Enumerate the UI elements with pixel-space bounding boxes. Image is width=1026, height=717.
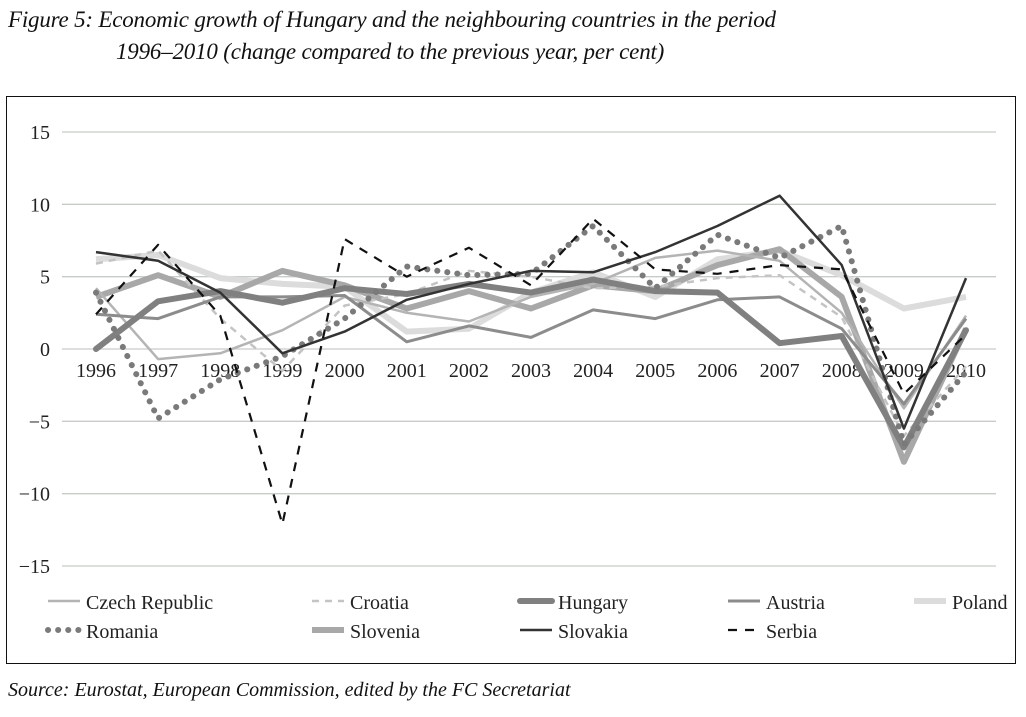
- legend-label: Romania: [86, 621, 158, 643]
- series-line-slovakia: [95, 194, 968, 430]
- gridlines: [62, 131, 996, 567]
- x-tick-label: 2006: [697, 360, 737, 382]
- x-tick-label: 2008: [822, 360, 862, 382]
- y-tick-label: −15: [19, 556, 50, 578]
- series-lines: [93, 194, 969, 526]
- legend-label: Hungary: [558, 592, 628, 614]
- legend-label: Serbia: [766, 621, 817, 643]
- series-line-slovenia: [95, 246, 969, 465]
- legend-label: Austria: [766, 592, 825, 614]
- legend-label: Czech Republic: [86, 592, 213, 614]
- figure-caption: Figure 5: Economic growth of Hungary and…: [8, 4, 776, 68]
- legend-item: Czech Republic: [48, 592, 213, 614]
- legend-item: Serbia: [728, 621, 817, 643]
- legend-label: Poland: [952, 592, 1008, 614]
- y-tick-label: 10: [30, 194, 50, 216]
- series-line-serbia: [95, 217, 967, 526]
- legend-item: Romania: [45, 621, 158, 643]
- x-tick-label: 2001: [387, 360, 427, 382]
- y-tick-label: 5: [40, 267, 50, 289]
- y-axis-ticks: 15 10 5 0 −5 −10 −15: [19, 122, 50, 578]
- legend-item: Slovakia: [520, 621, 628, 643]
- x-tick-label: 2005: [635, 360, 675, 382]
- x-tick-label: 2007: [760, 360, 800, 382]
- y-tick-label: 0: [40, 339, 50, 361]
- legend-item: Croatia: [312, 592, 409, 614]
- x-tick-label: 2009: [884, 360, 924, 382]
- legend-item: Poland: [914, 592, 1008, 614]
- legend-item: Slovenia: [312, 621, 420, 643]
- y-tick-label: −10: [19, 484, 50, 506]
- series-line-croatia: [95, 249, 967, 438]
- series-line-hungary: [93, 276, 969, 451]
- series-line-czech-republic: [95, 249, 968, 410]
- x-tick-label: 2002: [449, 360, 489, 382]
- x-tick-label: 2004: [573, 360, 613, 382]
- series-line-romania: [93, 223, 969, 448]
- x-axis-ticks: 1996 1997 1998 1999 2000 2001 2002 2003 2004 2005…: [76, 360, 986, 382]
- source-note: Source: Eurostat, European Commission, e…: [8, 679, 571, 701]
- chart-frame: [6, 96, 1016, 664]
- legend-item: Austria: [728, 592, 825, 614]
- legend-label: Slovenia: [350, 621, 420, 643]
- y-tick-label: 15: [30, 122, 50, 144]
- x-tick-label: 2000: [325, 360, 365, 382]
- legend-item: Hungary: [517, 592, 628, 614]
- caption-line-1: Figure 5: Economic growth of Hungary and…: [8, 7, 776, 32]
- legend: Czech Republic Croatia Hungary Austria Polan…: [45, 592, 1008, 643]
- y-tick-label: −5: [29, 411, 50, 433]
- x-tick-label: 1996: [76, 360, 116, 382]
- caption-line-2: 1996–2010 (change compared to the previo…: [116, 39, 665, 64]
- x-tick-label: 1997: [138, 360, 178, 382]
- x-tick-label: 2003: [511, 360, 551, 382]
- legend-label: Slovakia: [558, 621, 628, 643]
- legend-label: Croatia: [350, 592, 409, 614]
